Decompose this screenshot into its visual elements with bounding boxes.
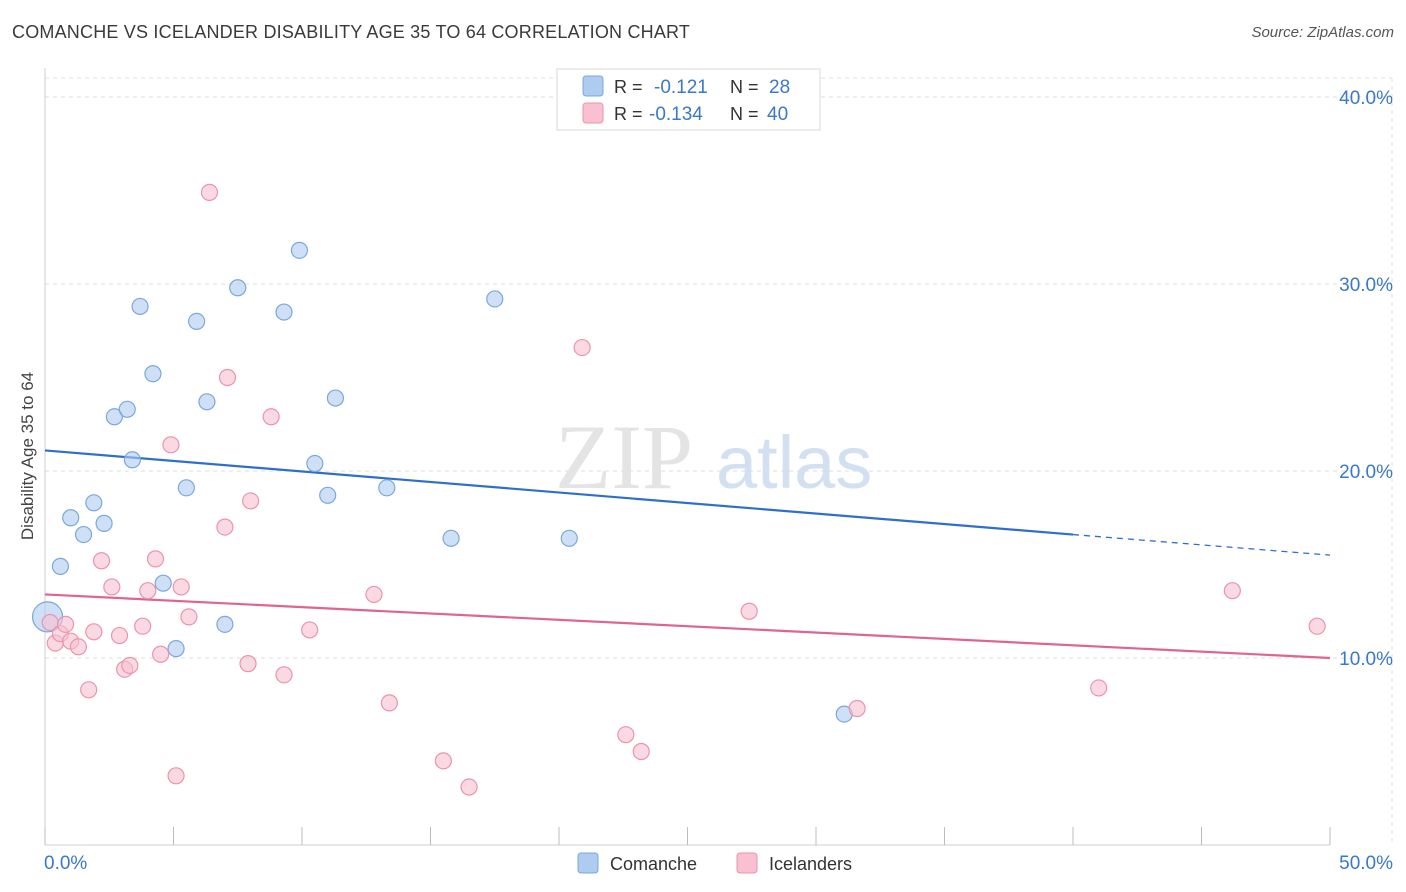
y-tick-label: 20.0% bbox=[1339, 462, 1393, 483]
y-tick-label: 40.0% bbox=[1339, 88, 1393, 109]
comanche-point bbox=[95, 514, 113, 532]
icelanders-point bbox=[239, 655, 257, 673]
source-label: Source: ZipAtlas.com bbox=[1251, 24, 1394, 41]
y-tick-label: 30.0% bbox=[1339, 275, 1393, 296]
comanche-point bbox=[118, 400, 136, 418]
comanche-point bbox=[51, 557, 70, 575]
legend-swatch-icelanders bbox=[582, 102, 604, 124]
legend-r-label: R = bbox=[614, 104, 643, 124]
comanche-point bbox=[144, 365, 162, 383]
icelanders-point bbox=[56, 615, 75, 633]
icelanders-point bbox=[180, 608, 198, 626]
y-axis-label: Disability Age 35 to 64 bbox=[18, 372, 37, 540]
icelanders-point bbox=[146, 550, 165, 568]
icelanders-point bbox=[121, 656, 139, 675]
comanche-point bbox=[198, 393, 216, 411]
series-legend-swatch-icelanders bbox=[736, 852, 758, 874]
icelanders-point bbox=[275, 666, 293, 684]
icelanders-point bbox=[167, 767, 185, 785]
data-points bbox=[31, 183, 1326, 796]
legend-r-value: -0.121 bbox=[654, 77, 708, 98]
icelanders-point bbox=[380, 694, 398, 712]
legend-n-label: N = bbox=[730, 104, 759, 124]
icelanders-point bbox=[848, 699, 866, 718]
comanche-trend-extension bbox=[1072, 533, 1331, 556]
icelanders-point bbox=[103, 578, 121, 596]
comanche-point bbox=[105, 408, 123, 426]
icelanders-point bbox=[632, 742, 650, 761]
series-legend: Comanche Icelanders bbox=[577, 852, 852, 874]
legend-r-label: R = bbox=[614, 77, 643, 97]
watermark: ZIP atlas bbox=[555, 406, 872, 508]
legend-n-label: N = bbox=[730, 77, 759, 97]
icelanders-point bbox=[152, 645, 170, 663]
icelanders-point bbox=[617, 726, 635, 744]
icelanders-point bbox=[218, 368, 237, 387]
comanche-point bbox=[167, 640, 185, 658]
icelanders-point bbox=[262, 408, 280, 426]
tick-labels: 10.0% 20.0% 30.0% 40.0% 0.0% 50.0% bbox=[44, 88, 1393, 874]
comanche-point bbox=[290, 241, 309, 259]
legend-n-value: 28 bbox=[769, 77, 790, 98]
icelanders-point bbox=[1090, 679, 1108, 697]
comanche-point bbox=[326, 389, 345, 407]
legend-swatch-comanche bbox=[582, 75, 604, 97]
icelanders-point bbox=[200, 183, 219, 201]
comanche-point bbox=[275, 303, 293, 321]
legend: R = -0.121 N = 28 R = -0.134 N = 40 bbox=[556, 68, 821, 131]
comanche-point bbox=[216, 615, 234, 633]
trend-lines bbox=[44, 449, 1331, 660]
comanche-point bbox=[442, 529, 460, 547]
watermark-zip: ZIP bbox=[555, 406, 693, 508]
y-tick-label: 10.0% bbox=[1339, 649, 1393, 670]
comanche-point bbox=[62, 509, 80, 527]
icelanders-point bbox=[301, 621, 319, 639]
comanche-point bbox=[74, 525, 93, 544]
comanche-point bbox=[188, 312, 206, 330]
icelanders-point bbox=[365, 585, 383, 604]
icelanders-point bbox=[80, 681, 98, 699]
comanche-point bbox=[229, 279, 247, 297]
icelanders-point bbox=[242, 492, 260, 510]
comanche-trend-line bbox=[44, 449, 1074, 536]
x-tick-label: 0.0% bbox=[44, 853, 87, 874]
series-legend-label-icelanders: Icelanders bbox=[769, 854, 852, 874]
icelanders-point bbox=[434, 752, 452, 770]
legend-n-value: 40 bbox=[767, 104, 788, 125]
icelanders-point bbox=[162, 436, 180, 454]
comanche-point bbox=[131, 297, 149, 316]
icelanders-point bbox=[92, 552, 111, 570]
comanche-point bbox=[85, 494, 103, 512]
icelanders-point bbox=[1223, 582, 1241, 600]
icelanders-point bbox=[216, 518, 234, 536]
icelanders-point bbox=[740, 602, 758, 620]
comanche-point bbox=[486, 290, 504, 308]
x-tick-label: 50.0% bbox=[1339, 853, 1393, 874]
icelanders-point bbox=[573, 338, 591, 357]
legend-r-value: -0.134 bbox=[649, 104, 703, 125]
series-legend-swatch-comanche bbox=[577, 852, 599, 874]
icelanders-point bbox=[460, 778, 478, 796]
icelanders-point bbox=[1308, 617, 1326, 635]
axes bbox=[44, 68, 1331, 846]
chart-title: COMANCHE VS ICELANDER DISABILITY AGE 35 … bbox=[12, 22, 691, 42]
icelanders-point bbox=[172, 578, 190, 596]
comanche-point bbox=[306, 454, 324, 473]
comanche-point bbox=[154, 574, 172, 592]
comanche-point bbox=[123, 451, 141, 469]
comanche-point bbox=[378, 479, 396, 497]
watermark-atlas: atlas bbox=[716, 421, 872, 504]
icelanders-point bbox=[85, 623, 103, 641]
comanche-point bbox=[319, 486, 337, 504]
comanche-point bbox=[560, 529, 578, 547]
icelanders-trend-line bbox=[44, 593, 1331, 660]
icelanders-point bbox=[134, 617, 152, 635]
icelanders-point bbox=[139, 582, 157, 600]
series-legend-label-comanche: Comanche bbox=[610, 854, 697, 874]
icelanders-point bbox=[69, 638, 88, 656]
comanche-point bbox=[177, 479, 195, 497]
icelanders-point bbox=[110, 626, 129, 645]
